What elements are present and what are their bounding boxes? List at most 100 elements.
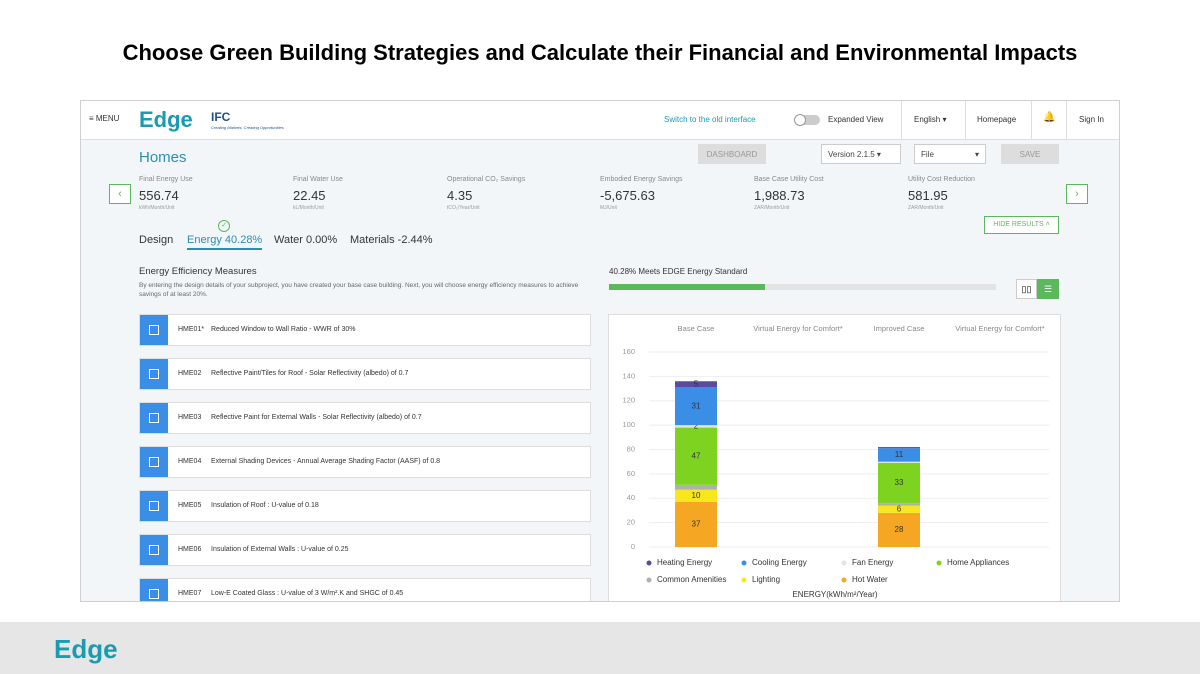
homepage-link[interactable]: Homepage [977, 115, 1017, 124]
bar-segment [675, 427, 717, 485]
measure-checkbox[interactable] [140, 315, 168, 345]
bar-segment [675, 381, 717, 388]
bar-segment [878, 462, 920, 504]
row-view-button[interactable]: ☰ [1037, 279, 1059, 299]
y-tick-label: 60 [627, 469, 635, 478]
version-select[interactable]: Version 2.1.5 ▾ [821, 144, 901, 164]
y-tick-label: 0 [631, 542, 635, 551]
metric-value: 1,988.73 [754, 188, 805, 203]
metric-label: Base Case Utility Cost [754, 176, 824, 183]
nav-bar: ≡ MENU Edge IFC Creating Markets, Creati… [81, 101, 1119, 140]
column-view-button[interactable]: ▯▯ [1016, 279, 1037, 299]
data-label: 5 [694, 379, 699, 388]
measure-item[interactable]: HME07 Low-E Coated Glass : U-value of 3 W… [139, 578, 591, 601]
bar-segment [878, 512, 920, 547]
edge-logo[interactable]: Edge [139, 107, 193, 132]
old-interface-link[interactable]: Switch to the old interface [664, 115, 756, 124]
prev-button[interactable]: ‹ [109, 184, 131, 204]
dashboard-button[interactable]: DASHBOARD [698, 144, 766, 164]
ifc-logo: IFC [211, 110, 231, 124]
measure-checkbox[interactable] [140, 447, 168, 477]
measure-item[interactable]: HME01* Reduced Window to Wall Ratio - WWR… [139, 314, 591, 346]
legend-marker [646, 577, 652, 583]
legend-label: Heating Energy [657, 558, 712, 567]
category-label: Virtual Energy for Comfort* [955, 324, 1045, 333]
measure-checkbox[interactable] [140, 535, 168, 565]
app-screenshot: ≡ MENU Edge IFC Creating Markets, Creati… [80, 100, 1120, 602]
tab[interactable]: Water 0.00% [274, 234, 338, 246]
metric-label: Operational CO₂ Savings [447, 176, 526, 183]
tab[interactable]: Energy 40.28% [187, 234, 263, 250]
measure-code: HME05 [178, 502, 202, 509]
section-description: By entering the design details of your s… [139, 282, 579, 298]
measure-item[interactable]: HME02 Reflective Paint/Tiles for Roof - S… [139, 358, 591, 390]
notification-bell[interactable]: 🔔 [1043, 112, 1056, 123]
measure-item[interactable]: HME06 Insulation of External Walls : U-va… [139, 534, 591, 566]
y-tick-label: 120 [622, 396, 635, 405]
separator [1066, 101, 1067, 139]
project-title: Homes [139, 149, 187, 166]
legend-label: Cooling Energy [752, 558, 807, 567]
file-select[interactable]: File ▾ [914, 144, 986, 164]
language-label[interactable]: English [914, 115, 941, 124]
metric-unit: tCO₂/Year/Unit [447, 205, 480, 211]
measure-text: Reflective Paint/Tiles for Roof - Solar … [211, 370, 409, 377]
legend-marker [936, 560, 942, 566]
hide-results-label[interactable]: HIDE RESULTS [993, 221, 1044, 228]
measure-item[interactable]: HME03 Reflective Paint for External Walls… [139, 402, 591, 434]
view-toggle[interactable] [794, 114, 820, 126]
legend-marker [646, 560, 652, 566]
bar-segment [675, 387, 717, 426]
metric-unit: MJ/Unit [600, 205, 617, 211]
legend-marker [741, 560, 747, 566]
menu-label[interactable]: MENU [95, 114, 120, 123]
bar-segment [878, 503, 920, 506]
category-label: Virtual Energy for Comfort* [753, 324, 843, 333]
data-label: 10 [692, 491, 701, 500]
measure-code: HME02 [178, 370, 202, 377]
data-label: 2 [694, 421, 699, 430]
measure-checkbox[interactable] [140, 579, 168, 601]
category-label: Base Case [677, 324, 715, 333]
separator [901, 101, 902, 139]
bar-segment [675, 425, 717, 428]
file-label[interactable]: File [921, 150, 934, 159]
next-button[interactable]: › [1066, 184, 1088, 204]
metric-label: Final Energy Use [139, 176, 193, 183]
measure-item[interactable]: HME05 Insulation of Roof : U-value of 0.1… [139, 490, 591, 522]
ifc-tagline: Creating Markets, Creating Opportunities [211, 125, 284, 130]
x-axis-label: ENERGY(kWh/m²/Year) [792, 590, 877, 599]
y-tick-label: 80 [627, 444, 635, 453]
version-label[interactable]: Version 2.1.5 [828, 150, 875, 159]
tab[interactable]: Design [139, 234, 174, 246]
save-button[interactable]: SAVE [1001, 144, 1059, 164]
menu-button[interactable]: ≡ MENU [89, 114, 120, 123]
legend-label: Fan Energy [852, 558, 893, 567]
measure-checkbox[interactable] [140, 403, 168, 433]
sign-in-link[interactable]: Sign In [1079, 115, 1104, 124]
measure-item[interactable]: HME04 External Shading Devices - Annual A… [139, 446, 591, 478]
bar-segment [675, 501, 717, 547]
footer-logo: Edge [54, 634, 118, 664]
measure-checkbox[interactable] [140, 359, 168, 389]
hide-results-button[interactable]: HIDE RESULTS ˄ [984, 216, 1059, 234]
metric-value: 556.74 [139, 188, 179, 203]
expanded-view-label: Expanded View [828, 115, 884, 124]
tab[interactable]: Materials -2.44% [350, 234, 433, 246]
legend-marker [841, 560, 847, 566]
measure-text: Insulation of Roof : U-value of 0.18 [211, 502, 319, 509]
metric-value: 4.35 [447, 188, 473, 203]
metric-unit: ZAR/Month/Unit [754, 205, 790, 211]
measure-text: Reflective Paint for External Walls - So… [211, 414, 422, 421]
measure-text: Low-E Coated Glass : U-value of 3 W/m².K… [211, 590, 404, 597]
measure-checkbox[interactable] [140, 491, 168, 521]
legend-marker [841, 577, 847, 583]
measure-text: Insulation of External Walls : U-value o… [211, 546, 349, 553]
progress-fill [609, 284, 765, 290]
legend-label: Home Appliances [947, 558, 1009, 567]
bar-segment [878, 461, 920, 463]
legend-label: Lighting [752, 575, 780, 584]
language-select[interactable]: English ▾ [914, 115, 947, 124]
bar-segment [878, 447, 920, 449]
measure-code: HME04 [178, 458, 202, 465]
